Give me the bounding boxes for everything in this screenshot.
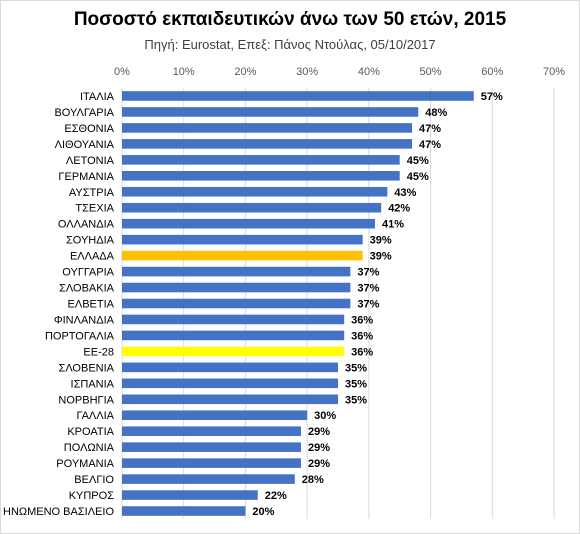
- category-label: ΕΛΛΑΔΑ: [70, 251, 115, 263]
- data-label: 39%: [370, 251, 392, 263]
- category-label: ΣΛΟΒΕΝΙΑ: [59, 362, 115, 374]
- category-label: ΒΟΥΛΓΑΡΙΑ: [54, 107, 114, 119]
- category-label: ΗΝΩΜΕΝΟ ΒΑΣΙΛΕΙΟ: [3, 506, 114, 518]
- category-label: ΙΣΠΑΝΙΑ: [71, 378, 115, 390]
- category-labels: ΙΤΑΛΙΑ ΒΟΥΛΓΑΡΙΑ ΕΣΘΟΝΙΑ ΛΙΘΟΥΑΝΙΑ ΛΕΤΟΝΙΑ ΓΕ…: [3, 91, 115, 518]
- data-label: 35%: [345, 362, 367, 374]
- x-tick-label: 60%: [481, 66, 503, 78]
- category-label: ΤΣΕΧΙΑ: [75, 203, 114, 215]
- bar: [122, 250, 363, 261]
- data-label: 43%: [394, 187, 416, 199]
- bar: [122, 171, 400, 181]
- data-label: 36%: [351, 314, 373, 326]
- data-label: 42%: [388, 203, 410, 215]
- category-label: ΟΛΛΑΝΔΙΑ: [58, 219, 115, 231]
- category-label: ΦΙΝΛΑΝΔΙΑ: [54, 314, 115, 326]
- data-label: 29%: [308, 458, 330, 470]
- category-label: ΙΤΑΛΙΑ: [80, 91, 115, 103]
- data-label: 29%: [308, 426, 330, 438]
- bar: [122, 458, 301, 468]
- category-label: ΓΕΡΜΑΝΙΑ: [58, 171, 114, 183]
- category-label: ΠΟΛΩΝΙΑ: [64, 442, 115, 454]
- x-tick-label: 70%: [543, 66, 565, 78]
- data-label: 39%: [370, 235, 392, 247]
- category-label: ΟΥΓΓΑΡΙΑ: [62, 267, 114, 279]
- bar: [122, 346, 345, 357]
- data-label: 41%: [382, 219, 404, 231]
- category-label: ΚΡΟΑΤΙΑ: [67, 426, 114, 438]
- bar: [122, 442, 301, 452]
- bar: [122, 410, 308, 421]
- bar: [122, 378, 338, 389]
- category-label: ΚΥΠΡΟΣ: [69, 490, 115, 502]
- x-tick-label: 50%: [420, 66, 442, 78]
- bar: [122, 91, 474, 101]
- category-label: ΛΙΘΟΥΑΝΙΑ: [55, 139, 115, 151]
- chart-subtitle: Πηγή: Eurostat, Επεξ: Πάνος Ντούλας, 05/…: [144, 37, 436, 52]
- bar: [122, 234, 363, 245]
- data-labels: 57% 48% 47% 47% 45% 45% 43% 42% 41% 39% 39% 37% 37% 3…: [252, 91, 503, 518]
- bar: [122, 186, 388, 197]
- data-label: 29%: [308, 442, 330, 454]
- bars: [122, 91, 474, 516]
- bar: [122, 426, 301, 436]
- bar: [122, 298, 351, 309]
- x-tick-label: 10%: [173, 66, 195, 78]
- bar: [122, 266, 351, 277]
- bar: [122, 123, 413, 133]
- bar: [122, 490, 258, 500]
- data-label: 37%: [357, 267, 379, 279]
- bar: [122, 282, 351, 293]
- data-label: 35%: [345, 378, 367, 390]
- bar: [122, 330, 345, 341]
- x-axis-ticks: 0% 10% 20% 30% 40% 50% 60% 70%: [114, 66, 565, 78]
- x-tick-label: 30%: [296, 66, 318, 78]
- chart-title: Ποσοστό εκπαιδευτικών άνω των 50 ετών, 2…: [73, 9, 507, 30]
- bar: [122, 506, 246, 516]
- bar: [122, 202, 382, 213]
- category-label: ΒΕΛΓΙΟ: [74, 474, 114, 486]
- data-label: 57%: [481, 91, 503, 103]
- data-label: 45%: [407, 155, 429, 167]
- data-label: 30%: [314, 410, 336, 422]
- bar: [122, 107, 419, 117]
- category-label: ΛΕΤΟΝΙΑ: [66, 155, 115, 167]
- category-label: ΣΛΟΒΑΚΙΑ: [59, 283, 115, 295]
- data-label: 47%: [419, 123, 441, 135]
- bar: [122, 474, 295, 484]
- data-label: 47%: [419, 139, 441, 151]
- x-tick-label: 20%: [234, 66, 256, 78]
- x-tick-label: 40%: [358, 66, 380, 78]
- bar: [122, 362, 338, 373]
- data-label: 37%: [357, 299, 379, 311]
- category-label: ΕΕ-28: [83, 346, 114, 358]
- data-label: 36%: [351, 346, 373, 358]
- bar: [122, 218, 376, 229]
- data-label: 20%: [252, 506, 274, 518]
- data-label: 48%: [425, 107, 447, 119]
- category-label: ΓΑΛΛΙΑ: [77, 410, 115, 422]
- data-label: 22%: [265, 490, 287, 502]
- category-label: ΑΥΣΤΡΙΑ: [69, 187, 115, 199]
- data-label: 45%: [407, 171, 429, 183]
- category-label: ΠΟΡΤΟΓΑΛΙΑ: [45, 330, 115, 342]
- category-label: ΕΛΒΕΤΙΑ: [68, 299, 115, 311]
- category-label: ΕΣΘΟΝΙΑ: [64, 123, 114, 135]
- bar: [122, 394, 338, 405]
- bar: [122, 155, 400, 165]
- data-label: 28%: [302, 474, 324, 486]
- data-label: 37%: [357, 283, 379, 295]
- bar: [122, 139, 413, 149]
- category-label: ΡΟΥΜΑΝΙΑ: [56, 458, 114, 470]
- data-label: 36%: [351, 330, 373, 342]
- x-tick-label: 0%: [114, 66, 130, 78]
- bar: [122, 314, 345, 325]
- data-label: 35%: [345, 394, 367, 406]
- category-label: ΣΟΥΗΔΙΑ: [66, 235, 115, 247]
- category-label: ΝΟΡΒΗΓΙΑ: [58, 394, 114, 406]
